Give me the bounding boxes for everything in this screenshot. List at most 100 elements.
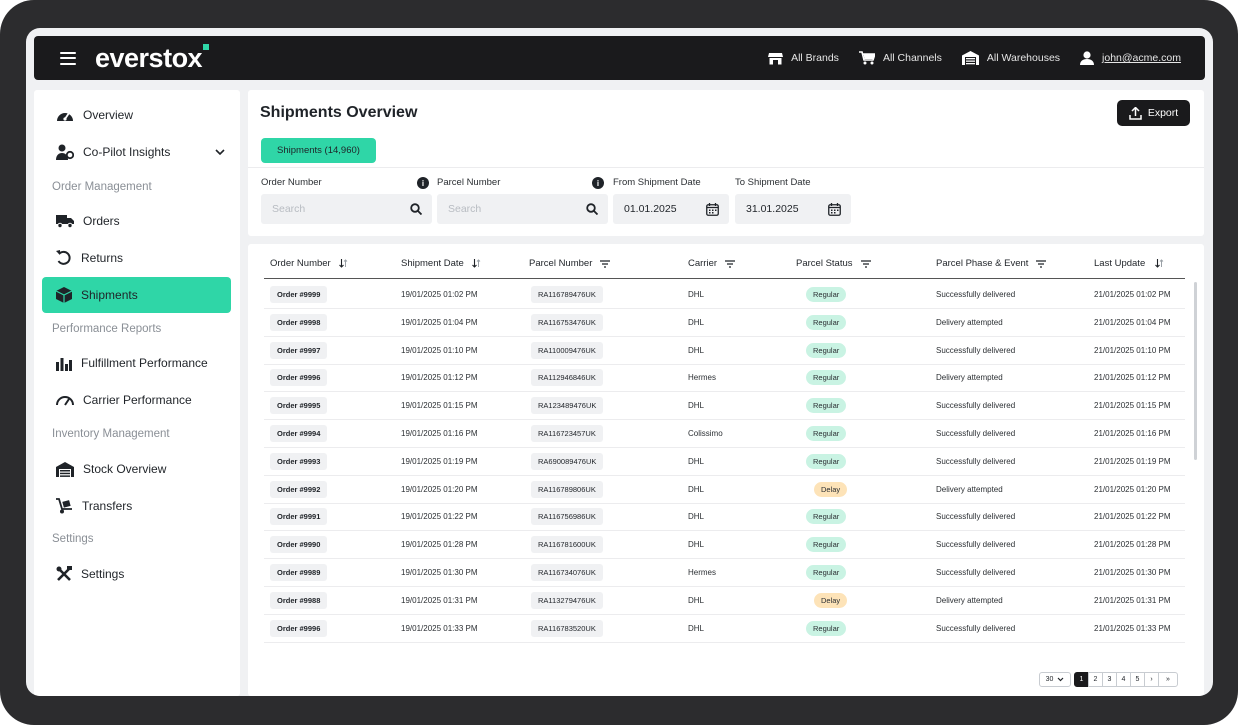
sidebar-item-copilot[interactable]: Co-Pilot Insights: [42, 134, 231, 170]
parcel-number-chip[interactable]: RA110009476UK: [531, 341, 603, 359]
user-menu[interactable]: john@acme.com: [1080, 51, 1181, 65]
order-number-chip[interactable]: Order #9996: [270, 619, 328, 637]
tab-shipments[interactable]: Shipments (14,960): [261, 138, 376, 163]
parcel-number-chip[interactable]: RA116723457UK: [531, 425, 603, 442]
table-row[interactable]: Order #9992 19/01/2025 01:20 PM RA11678980…: [264, 476, 1185, 504]
table-row[interactable]: Order #9989 19/01/2025 01:30 PM RA11673407…: [264, 559, 1185, 587]
warehouses-selector[interactable]: All Warehouses: [961, 51, 1060, 65]
page-button[interactable]: 4: [1116, 672, 1131, 687]
order-number-chip[interactable]: Order #9993: [270, 452, 328, 470]
parcel-number-chip[interactable]: RA123489476UK: [531, 397, 604, 415]
filter-icon[interactable]: [857, 259, 871, 268]
table-row[interactable]: Order #9997 19/01/2025 01:10 PM RA11000947…: [264, 337, 1185, 365]
table-row[interactable]: Order #9991 19/01/2025 01:22 PM RA11675698…: [264, 503, 1185, 532]
sidebar-item-stock-overview[interactable]: Stock Overview: [42, 451, 231, 487]
store-icon: [768, 52, 784, 64]
table-cell-updated: 21/01/2025 01:10 PM: [1094, 337, 1171, 364]
table-row[interactable]: Order #9990 19/01/2025 01:28 PM RA11678160…: [264, 531, 1185, 560]
order-number-chip[interactable]: Order #9995: [270, 397, 328, 415]
table-row[interactable]: Order #9998 19/01/2025 01:04 PM RA11675347…: [264, 309, 1185, 337]
sidebar-item-fulfillment-performance[interactable]: Fulfillment Performance: [42, 345, 231, 381]
sort-icon[interactable]: [468, 259, 481, 268]
from-date-input[interactable]: 01.01.2025: [613, 194, 729, 224]
order-number-chip[interactable]: Order #9989: [270, 564, 328, 581]
parcel-number-chip[interactable]: RA116783520UK: [531, 619, 603, 637]
column-header[interactable]: Parcel Phase & Event: [936, 258, 1047, 269]
column-header[interactable]: Order Number: [270, 258, 348, 269]
table-cell-parcel: RA116789476UK: [531, 281, 603, 308]
table-row[interactable]: Order #9994 19/01/2025 01:16 PM RA11672345…: [264, 420, 1185, 448]
order-number-chip[interactable]: Order #9999: [270, 286, 328, 303]
table-row[interactable]: Order #9988 19/01/2025 01:31 PM RA11327947…: [264, 587, 1185, 615]
sidebar-item-orders[interactable]: Orders: [42, 203, 231, 239]
sidebar-item-label: Orders: [83, 214, 120, 228]
logo[interactable]: everstox: [95, 43, 210, 72]
order-number-chip[interactable]: Order #9994: [270, 425, 328, 442]
calendar-icon[interactable]: [828, 203, 841, 216]
column-header[interactable]: Parcel Number: [529, 258, 611, 269]
page-button[interactable]: 3: [1102, 672, 1117, 687]
order-number-search-input[interactable]: Search: [261, 194, 432, 224]
table-row[interactable]: Order #9996 19/01/2025 01:12 PM RA11294684…: [264, 364, 1185, 393]
to-date-input[interactable]: 31.01.2025: [735, 194, 851, 224]
search-icon[interactable]: [586, 203, 598, 215]
column-header[interactable]: Parcel Status: [796, 258, 871, 269]
page-button[interactable]: 1: [1074, 672, 1089, 687]
order-number-chip[interactable]: Order #9988: [270, 591, 328, 609]
parcel-number-chip[interactable]: RA116753476UK: [531, 313, 603, 331]
column-header[interactable]: Carrier: [688, 258, 736, 269]
last-page-button[interactable]: »: [1158, 672, 1178, 687]
parcel-number-chip[interactable]: RA116789476UK: [531, 286, 603, 303]
table-row[interactable]: Order #9993 19/01/2025 01:19 PM RA69008947…: [264, 448, 1185, 476]
cell-text: DHL: [688, 595, 705, 605]
sidebar-item-overview[interactable]: Overview: [42, 97, 231, 133]
page-size-select[interactable]: 30: [1039, 672, 1071, 687]
page-button[interactable]: 5: [1130, 672, 1145, 687]
column-header-label: Shipment Date: [401, 258, 464, 269]
filter-icon[interactable]: [721, 259, 736, 268]
column-header[interactable]: Last Update: [1094, 258, 1164, 269]
hamburger-menu-icon[interactable]: [60, 51, 76, 65]
parcel-number-search-input[interactable]: Search: [437, 194, 608, 224]
order-number-chip[interactable]: Order #9998: [270, 313, 328, 331]
parcel-number-chip[interactable]: RA116789806UK: [531, 480, 603, 498]
order-number-chip[interactable]: Order #9992: [270, 480, 328, 498]
column-header[interactable]: Shipment Date: [401, 258, 481, 269]
parcel-number-chip[interactable]: RA116781600UK: [531, 536, 603, 554]
sidebar-item-transfers[interactable]: Transfers: [42, 488, 231, 524]
sort-icon[interactable]: [1151, 259, 1164, 268]
table-cell-carrier: DHL: [688, 476, 704, 503]
page-button[interactable]: 2: [1088, 672, 1103, 687]
chevron-down-icon[interactable]: [215, 149, 225, 155]
sidebar-item-carrier-performance[interactable]: Carrier Performance: [42, 382, 231, 418]
cell-text: 19/01/2025 01:22 PM: [401, 512, 478, 522]
table-row[interactable]: Order #9995 19/01/2025 01:15 PM RA12348947…: [264, 392, 1185, 421]
order-number-chip[interactable]: Order #9996: [270, 369, 328, 387]
order-number-chip[interactable]: Order #9990: [270, 536, 328, 554]
sidebar-item-returns[interactable]: Returns: [42, 240, 231, 276]
table-scrollbar[interactable]: [1194, 282, 1197, 460]
filter-icon[interactable]: [1032, 259, 1047, 268]
parcel-number-chip[interactable]: RA113279476UK: [531, 591, 603, 609]
table-row[interactable]: Order #9999 19/01/2025 01:02 PM RA11678947…: [264, 281, 1185, 309]
search-icon[interactable]: [410, 203, 422, 215]
order-number-chip[interactable]: Order #9997: [270, 341, 328, 359]
parcel-number-chip[interactable]: RA116756986UK: [531, 508, 603, 526]
order-number-chip[interactable]: Order #9991: [270, 508, 328, 526]
info-icon[interactable]: i: [592, 177, 604, 189]
info-icon[interactable]: i: [417, 177, 429, 189]
calendar-icon[interactable]: [706, 203, 719, 216]
filter-icon[interactable]: [596, 259, 611, 268]
parcel-number-chip[interactable]: RA690089476UK: [531, 452, 604, 470]
parcel-number-chip[interactable]: RA112946846UK: [531, 369, 603, 387]
sort-icon[interactable]: [335, 259, 348, 268]
parcel-number-chip[interactable]: RA116734076UK: [531, 564, 603, 581]
table-row[interactable]: Order #9996 19/01/2025 01:33 PM RA11678352…: [264, 615, 1185, 643]
export-button[interactable]: Export: [1117, 100, 1190, 126]
table-cell-carrier: DHL: [688, 309, 704, 336]
channels-selector[interactable]: All Channels: [858, 51, 942, 65]
brands-selector[interactable]: All Brands: [768, 52, 839, 65]
next-page-button[interactable]: ›: [1144, 672, 1159, 687]
sidebar-item-shipments[interactable]: Shipments: [42, 277, 231, 313]
sidebar-item-settings[interactable]: Settings: [42, 556, 231, 592]
